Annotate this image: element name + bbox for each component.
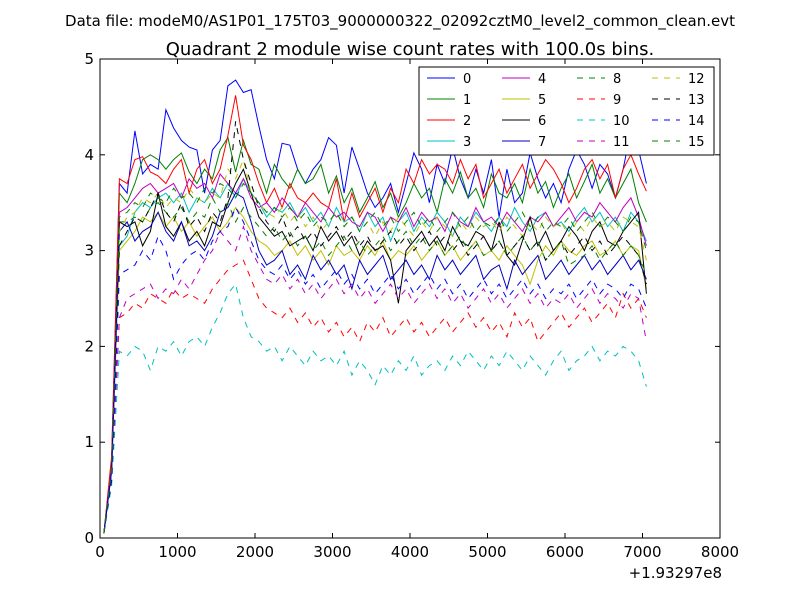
series-line-15: [103, 182, 647, 534]
x-tick-label: 1000: [158, 543, 196, 561]
legend-label-10: 10: [613, 114, 630, 129]
legend-label-8: 8: [613, 72, 621, 87]
legend-label-14: 14: [688, 114, 705, 129]
series-line-13: [103, 121, 647, 534]
series-line-0: [103, 79, 647, 534]
x-tick-label: 4000: [391, 543, 429, 561]
legend-label-6: 6: [538, 114, 546, 129]
series-line-9: [103, 259, 647, 534]
series-line-1: [103, 136, 647, 534]
x-tick-label: 8000: [701, 543, 739, 561]
x-tick-label: 3000: [313, 543, 351, 561]
y-tick-label: 3: [84, 242, 94, 260]
series-line-12: [103, 157, 647, 534]
legend-label-4: 4: [538, 72, 546, 87]
legend-label-2: 2: [463, 114, 471, 129]
series-line-6: [103, 167, 647, 534]
series-line-4: [103, 172, 647, 534]
y-tick-label: 4: [84, 146, 94, 164]
legend-label-12: 12: [688, 72, 705, 87]
x-tick-label: 7000: [623, 543, 661, 561]
legend-label-15: 15: [688, 135, 705, 150]
legend-label-11: 11: [613, 135, 630, 150]
legend-label-1: 1: [463, 93, 471, 108]
data-file-suptitle: Data file: modeM0/AS1P01_175T03_90000003…: [65, 12, 735, 31]
x-tick-label: 6000: [546, 543, 584, 561]
series-line-11: [103, 224, 647, 534]
series-line-14: [103, 206, 647, 534]
series-line-8: [103, 196, 647, 534]
x-offset-label: +1.93297e8: [629, 564, 722, 582]
axes-frame: [99, 58, 721, 539]
x-tick-label: 0: [95, 543, 105, 561]
legend-box: [418, 66, 715, 156]
x-tick-label: 2000: [236, 543, 274, 561]
chart-title: Quadrant 2 module wise count rates with …: [166, 39, 655, 60]
legend-label-7: 7: [538, 135, 546, 150]
legend-label-9: 9: [613, 93, 621, 108]
plot-area: [103, 79, 647, 534]
legend-label-3: 3: [463, 135, 471, 150]
series-line-2: [103, 95, 647, 534]
series-line-5: [103, 206, 647, 534]
series-line-10: [103, 282, 647, 534]
y-tick-label: 5: [84, 50, 94, 68]
legend-label-0: 0: [463, 72, 471, 87]
series-line-7: [103, 192, 647, 534]
x-tick-label: 5000: [468, 543, 506, 561]
y-tick-label: 0: [84, 529, 94, 547]
legend-label-13: 13: [688, 93, 705, 108]
legend-label-5: 5: [538, 93, 546, 108]
y-tick-label: 1: [84, 433, 94, 451]
y-tick-label: 2: [84, 337, 94, 355]
